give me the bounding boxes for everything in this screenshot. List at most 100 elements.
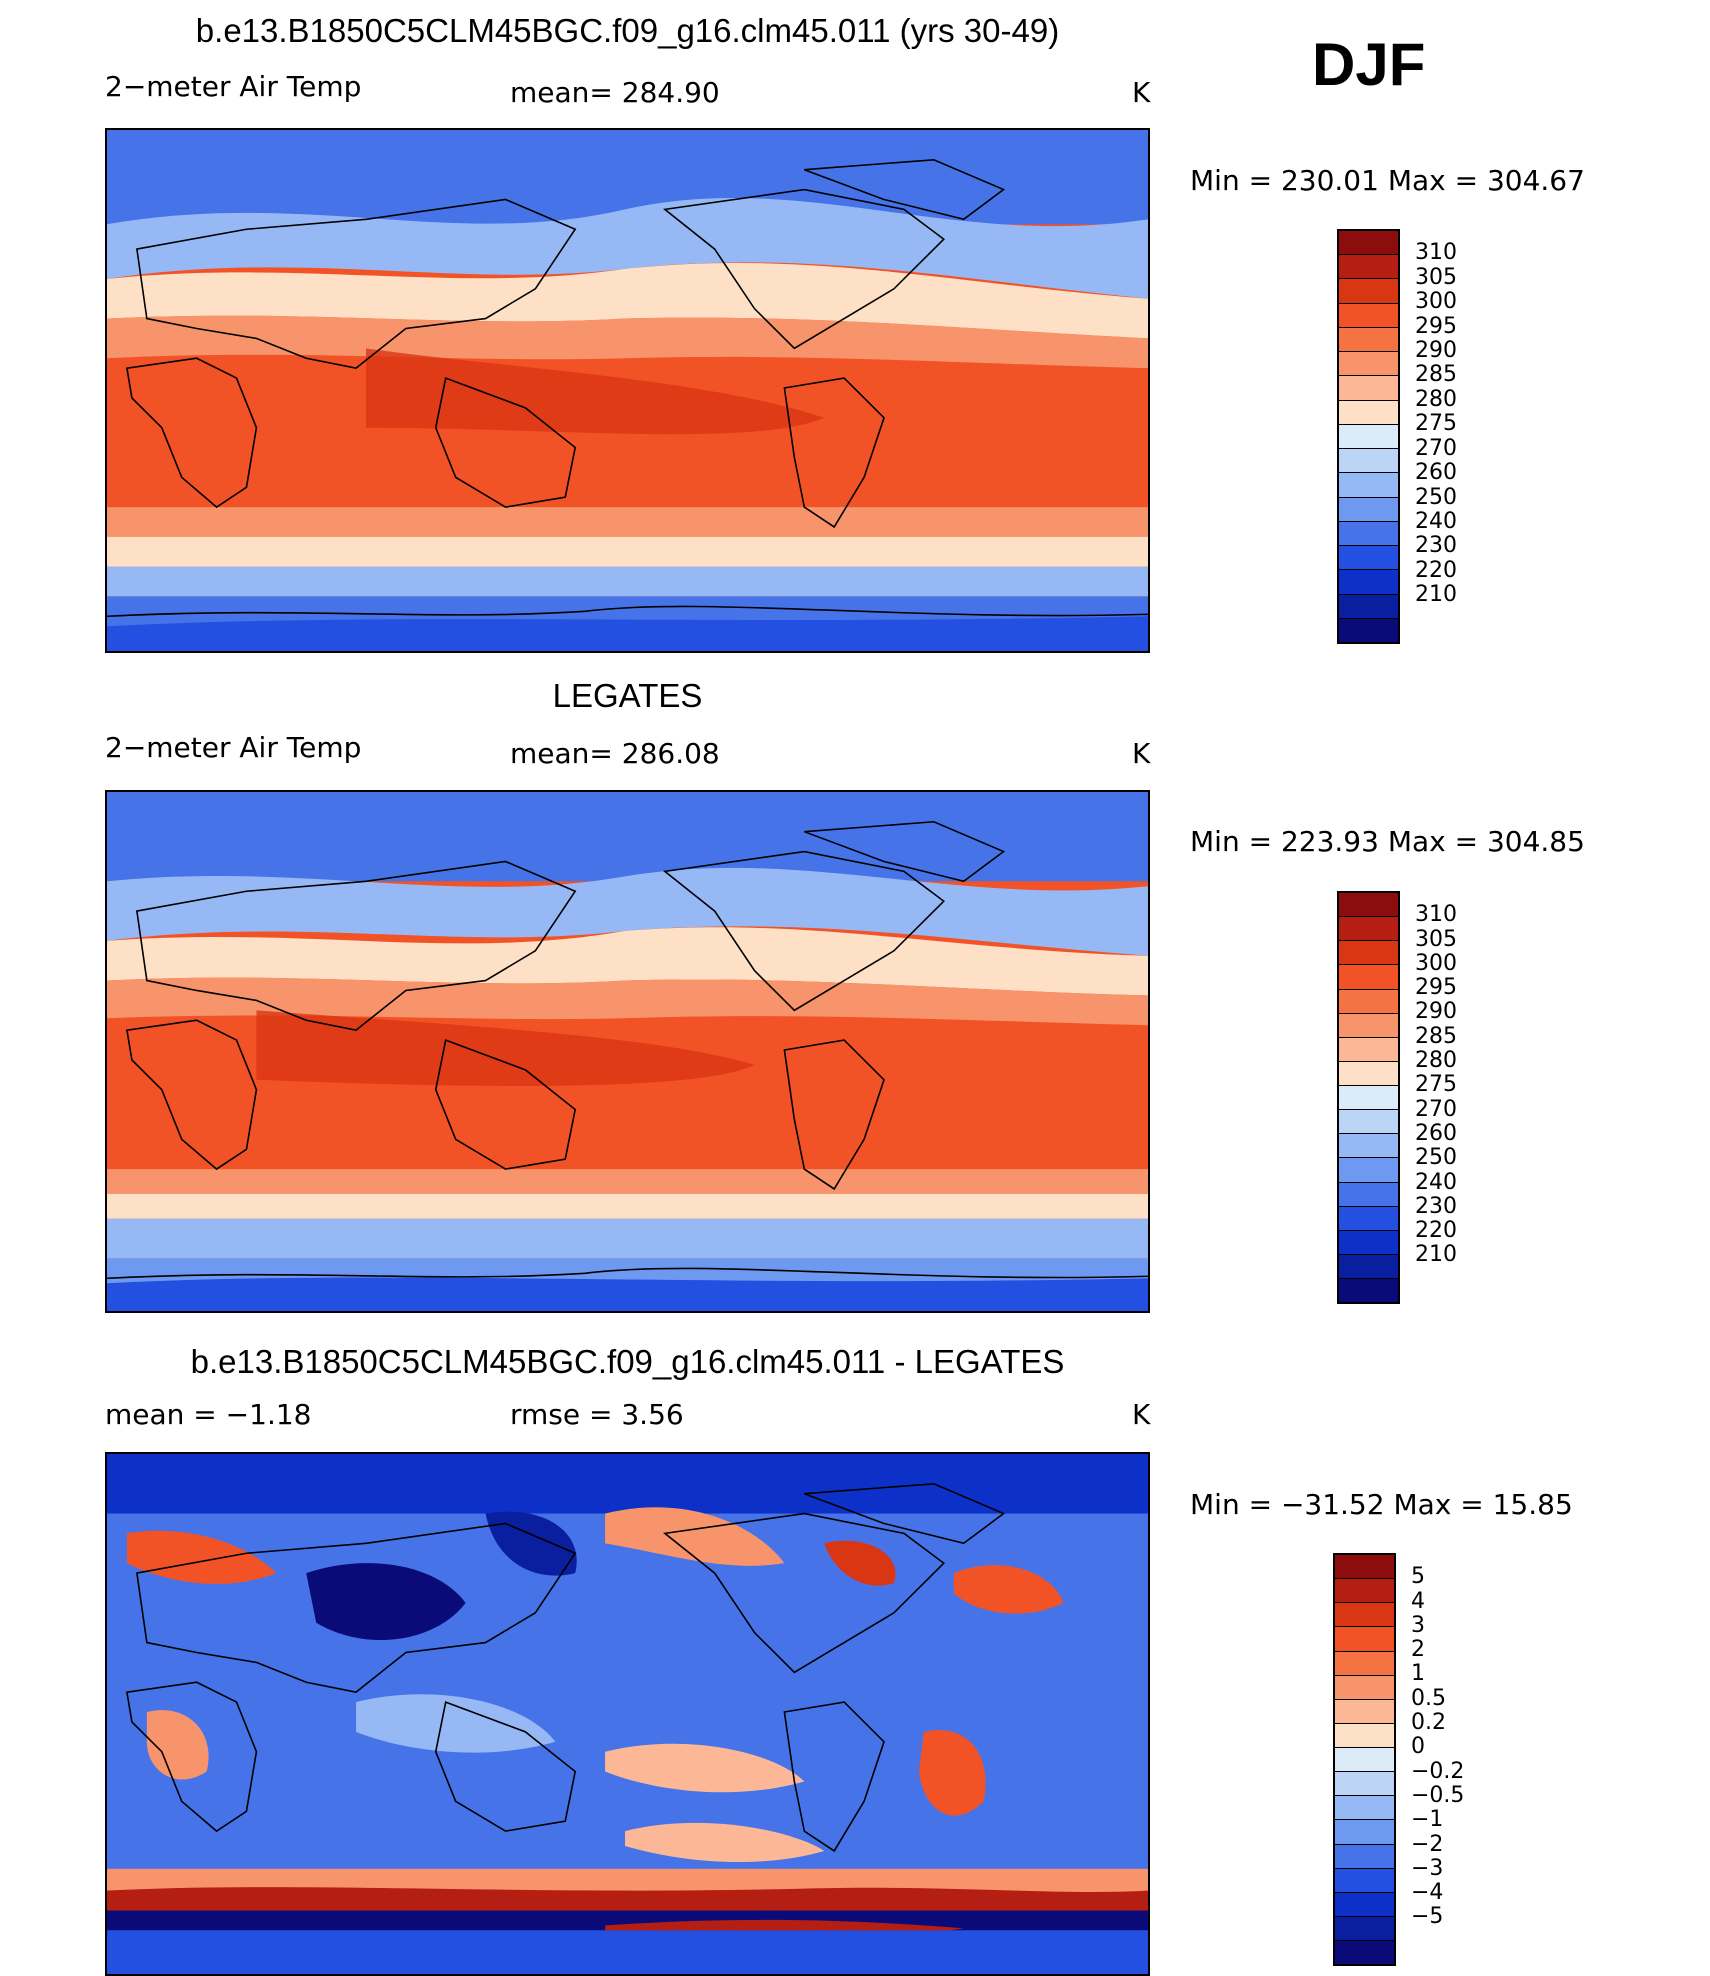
panel-3-units: K [1132, 1398, 1151, 1431]
panel-2-swatch [1339, 893, 1398, 918]
panel-3-colorbar-tick: 2 [1411, 1637, 1425, 1663]
panel-1-colorbar-tick: 280 [1415, 386, 1457, 412]
panel-1-swatch [1339, 497, 1398, 522]
panel-2-swatch [1339, 1230, 1398, 1255]
season-label: DJF [1312, 31, 1426, 98]
panel-1-mean: mean= 284.90 [510, 76, 720, 109]
panel-2-title: LEGATES [552, 677, 703, 714]
panel-3-colorbar-tick: 0.2 [1411, 1710, 1446, 1736]
panel-1-minmax: Min = 230.01 Max = 304.67 [1190, 164, 1585, 197]
panel-2-colorbar-tick: 310 [1415, 902, 1457, 928]
panel-2-colorbar-tick: 270 [1415, 1096, 1457, 1122]
panel-1-title: b.e13.B1850C5CLM45BGC.f09_g16.clm45.011 … [195, 12, 1060, 49]
panel-1-swatch [1339, 352, 1398, 377]
panel-2-swatch [1339, 1206, 1398, 1231]
panel-3-rmse: rmse = 3.56 [510, 1398, 684, 1431]
panel-2-colorbar-tick: 295 [1415, 975, 1457, 1001]
panel-1-colorbar-tick: 240 [1415, 508, 1457, 534]
panel-2-swatch [1339, 965, 1398, 990]
panel-1-map-field [107, 130, 1148, 651]
panel-1-swatch [1339, 303, 1398, 328]
panel-3-swatch [1335, 1796, 1394, 1821]
panel-1-swatch [1339, 570, 1398, 595]
panel-3-colorbar-tick: 5 [1411, 1564, 1425, 1590]
panel-3-colorbar-tick: 4 [1411, 1588, 1425, 1614]
panel-3-colorbar-tick: −5 [1411, 1904, 1444, 1930]
panel-1-colorbar [1337, 229, 1400, 644]
panel-2-mean: mean= 286.08 [510, 737, 720, 770]
panel-2-swatch [1339, 1110, 1398, 1135]
panel-2-swatch [1339, 1279, 1398, 1303]
panel-1-swatch [1339, 400, 1398, 425]
panel-1-colorbar-tick: 275 [1415, 411, 1457, 437]
panel-2-swatch [1339, 1037, 1398, 1062]
panel-1-map [105, 128, 1150, 653]
panel-3-swatch [1335, 1555, 1394, 1580]
panel-3-colorbar-tick: −0.5 [1411, 1782, 1465, 1808]
panel-1-colorbar-tick: 300 [1415, 289, 1457, 315]
panel-2-swatch [1339, 917, 1398, 942]
panel-2-colorbar-tick: 210 [1415, 1242, 1457, 1268]
panel-2-map [105, 790, 1150, 1313]
panel-2-colorbar-tick: 280 [1415, 1048, 1457, 1074]
panel-1-swatch [1339, 231, 1398, 256]
panel-2-colorbar-tick: 275 [1415, 1072, 1457, 1098]
panel-1-colorbar-tick: 220 [1415, 557, 1457, 583]
panel-3-map-field [107, 1454, 1148, 1974]
panel-2-colorbar-tick: 220 [1415, 1218, 1457, 1244]
panel-2-colorbar-tick: 305 [1415, 926, 1457, 952]
panel-2-swatch [1339, 989, 1398, 1014]
panel-1-colorbar-tick: 260 [1415, 460, 1457, 486]
panel-1-colorbar-tick: 305 [1415, 264, 1457, 290]
panel-1-colorbar-tick: 285 [1415, 362, 1457, 388]
panel-1-swatch [1339, 255, 1398, 280]
panel-3-mean: mean = −1.18 [105, 1398, 312, 1431]
panel-3-swatch [1335, 1772, 1394, 1797]
panel-2-colorbar-tick: 250 [1415, 1145, 1457, 1171]
panel-1-colorbar-tick: 295 [1415, 313, 1457, 339]
panel-3-swatch [1335, 1627, 1394, 1652]
panel-3-swatch [1335, 1844, 1394, 1869]
panel-3-swatch [1335, 1916, 1394, 1941]
panel-1-swatch [1339, 594, 1398, 619]
panel-1-colorbar-tick: 290 [1415, 338, 1457, 364]
panel-2-variable: 2−meter Air Temp [105, 731, 362, 764]
panel-1-colorbar-tick: 310 [1415, 240, 1457, 266]
panel-3-swatch [1335, 1941, 1394, 1965]
panel-3-map [105, 1452, 1150, 1976]
panel-2-swatch [1339, 1013, 1398, 1038]
panel-2-swatch [1339, 1158, 1398, 1183]
panel-2-colorbar-tick: 300 [1415, 950, 1457, 976]
panel-2-map-field [107, 792, 1148, 1311]
panel-3-title: b.e13.B1850C5CLM45BGC.f09_g16.clm45.011 … [190, 1343, 1065, 1380]
panel-1-swatch [1339, 546, 1398, 571]
panel-3-swatch [1335, 1603, 1394, 1628]
panel-3-swatch [1335, 1579, 1394, 1604]
panel-2-colorbar-tick: 230 [1415, 1193, 1457, 1219]
panel-3-swatch [1335, 1820, 1394, 1845]
panel-1-swatch [1339, 449, 1398, 474]
panel-3-swatch [1335, 1675, 1394, 1700]
panel-3-swatch [1335, 1868, 1394, 1893]
panel-3-colorbar-tick: 0 [1411, 1734, 1425, 1760]
panel-3-colorbar-tick: 3 [1411, 1612, 1425, 1638]
panel-3-swatch [1335, 1723, 1394, 1748]
panel-3-swatch [1335, 1651, 1394, 1676]
panel-2-swatch [1339, 1134, 1398, 1159]
panel-1-swatch [1339, 473, 1398, 498]
panel-2-swatch [1339, 1254, 1398, 1279]
panel-2-minmax: Min = 223.93 Max = 304.85 [1190, 825, 1585, 858]
panel-3-colorbar-tick: −4 [1411, 1880, 1444, 1906]
panel-2-units: K [1132, 737, 1151, 770]
panel-3-swatch [1335, 1748, 1394, 1773]
panel-2-colorbar-tick: 260 [1415, 1120, 1457, 1146]
panel-1-swatch [1339, 424, 1398, 450]
panel-1-colorbar-tick: 250 [1415, 484, 1457, 510]
panel-3-colorbar-tick: −2 [1411, 1831, 1444, 1857]
panel-1-colorbar-tick: 210 [1415, 582, 1457, 608]
panel-1-swatch [1339, 279, 1398, 304]
panel-2-colorbar-tick: 285 [1415, 1023, 1457, 1049]
panel-2-colorbar-tick: 240 [1415, 1169, 1457, 1195]
panel-1-swatch [1339, 521, 1398, 547]
panel-3-colorbar [1333, 1553, 1396, 1966]
